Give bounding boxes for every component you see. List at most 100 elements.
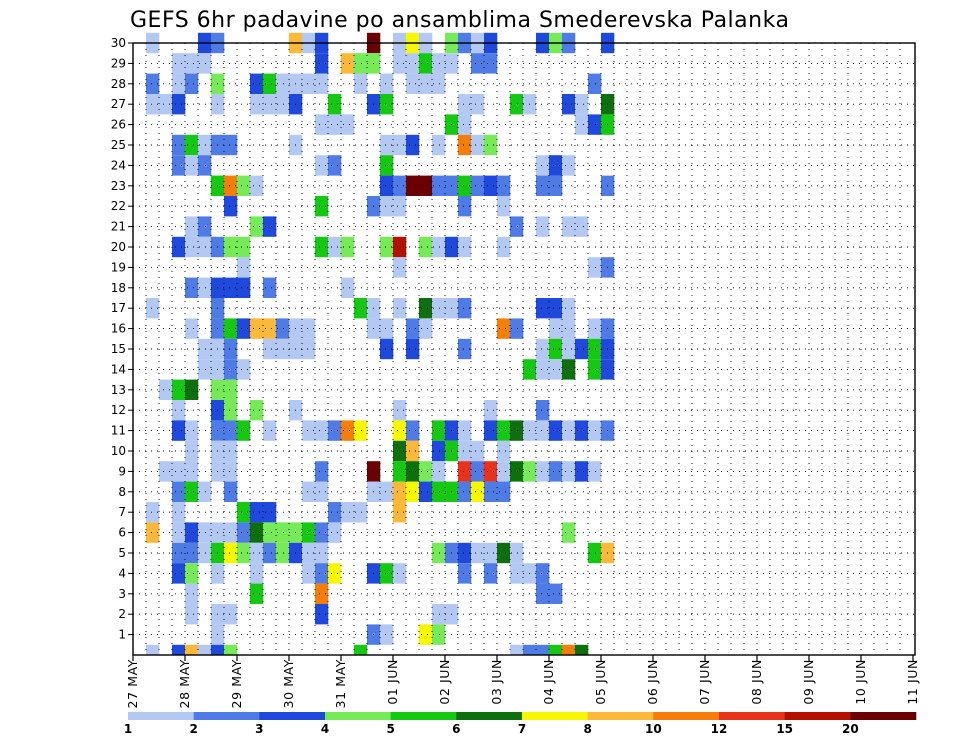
precip-cell (536, 420, 550, 441)
precip-cell (263, 420, 277, 441)
precip-cell (185, 420, 199, 441)
precip-cell (198, 155, 212, 176)
legend-label: 1 (124, 722, 132, 736)
y-tick-label: 8 (118, 485, 126, 499)
precip-cell (497, 461, 511, 482)
precip-cell (198, 134, 212, 156)
precip-cell (380, 155, 394, 176)
y-tick-label: 25 (111, 138, 126, 152)
precip-cell (172, 542, 186, 564)
precip-cell (562, 318, 576, 339)
legend-label: 10 (645, 722, 662, 736)
precip-cell (198, 277, 212, 298)
precip-cell (224, 644, 238, 655)
precip-cell (484, 175, 498, 196)
precip-cell (224, 522, 238, 543)
precip-cell (432, 542, 446, 564)
precip-cell (354, 73, 368, 94)
precip-cell (458, 420, 472, 441)
y-tick-label: 16 (111, 322, 126, 336)
y-tick-label: 13 (111, 383, 126, 397)
precip-cell (172, 481, 186, 502)
y-tick-label: 3 (118, 587, 126, 601)
y-tick-label: 18 (111, 281, 126, 295)
precip-cell (315, 53, 329, 74)
precip-cell (159, 461, 173, 482)
precip-cell (549, 583, 563, 604)
precip-cell (575, 461, 589, 482)
precip-cell (198, 338, 212, 360)
legend-label: 3 (255, 722, 263, 736)
precip-cell (315, 155, 329, 176)
precip-cell (471, 175, 485, 196)
precip-cell (497, 196, 511, 217)
x-tick-label: 06 JUN (645, 659, 660, 705)
precip-cell (224, 236, 238, 258)
y-tick-label: 9 (118, 464, 126, 478)
precip-cell (185, 563, 199, 584)
precip-cell (510, 216, 524, 237)
legend-swatch (522, 712, 588, 720)
precip-cell (549, 644, 563, 655)
precip-cell (237, 277, 251, 298)
precip-cell (549, 359, 563, 380)
precip-cell (406, 53, 420, 74)
precip-cell (380, 134, 394, 156)
precip-cell (393, 257, 407, 278)
precip-cell (562, 338, 576, 360)
grid-layer (133, 42, 915, 655)
precip-cell (328, 522, 342, 543)
precip-cell (224, 196, 238, 217)
precip-cell (380, 94, 394, 115)
precip-cell (432, 461, 446, 482)
precip-cell (302, 522, 316, 543)
precip-cell (497, 175, 511, 196)
x-tick-label: 03 JUN (489, 659, 504, 705)
precip-cell (250, 502, 264, 523)
precip-cell (484, 53, 498, 74)
precip-cell (198, 542, 212, 564)
precip-cell (393, 196, 407, 217)
precip-cell (146, 644, 160, 655)
precip-cell (523, 644, 537, 655)
legend-swatch (390, 712, 457, 720)
precip-cell (315, 604, 329, 625)
precip-cell (237, 502, 251, 523)
precip-cell (432, 420, 446, 441)
x-tick-label: 02 JUN (437, 659, 452, 705)
legend-label: 6 (452, 722, 460, 736)
precip-cell (172, 73, 186, 94)
precip-cell (536, 338, 550, 360)
precip-cell (263, 277, 277, 298)
precip-cell (471, 440, 485, 462)
precip-cell (146, 298, 160, 319)
precip-cell (185, 379, 199, 400)
precip-cell (510, 94, 524, 115)
precip-cell (393, 420, 407, 441)
y-tick-label: 26 (111, 118, 126, 132)
precip-cell (393, 298, 407, 319)
precip-cell (276, 73, 290, 94)
legend-label: 5 (386, 722, 394, 736)
precip-cell (406, 440, 420, 462)
precip-cell (562, 94, 576, 115)
precip-cell (302, 563, 316, 584)
precip-cell (536, 644, 550, 655)
precip-cell (185, 53, 199, 74)
precip-cell (198, 522, 212, 543)
precip-cell (263, 318, 277, 339)
precip-cell (146, 73, 160, 94)
legend-label: 2 (189, 722, 197, 736)
precip-cell (562, 359, 576, 380)
precip-cell (354, 53, 368, 74)
precip-cell (536, 461, 550, 482)
precip-cell (185, 583, 199, 604)
precip-cell (250, 563, 264, 584)
precip-cell (380, 338, 394, 360)
precip-cell (302, 481, 316, 502)
precip-cell (458, 298, 472, 319)
precip-cell (536, 298, 550, 319)
precip-cell (484, 134, 498, 156)
precip-cell (419, 624, 433, 645)
